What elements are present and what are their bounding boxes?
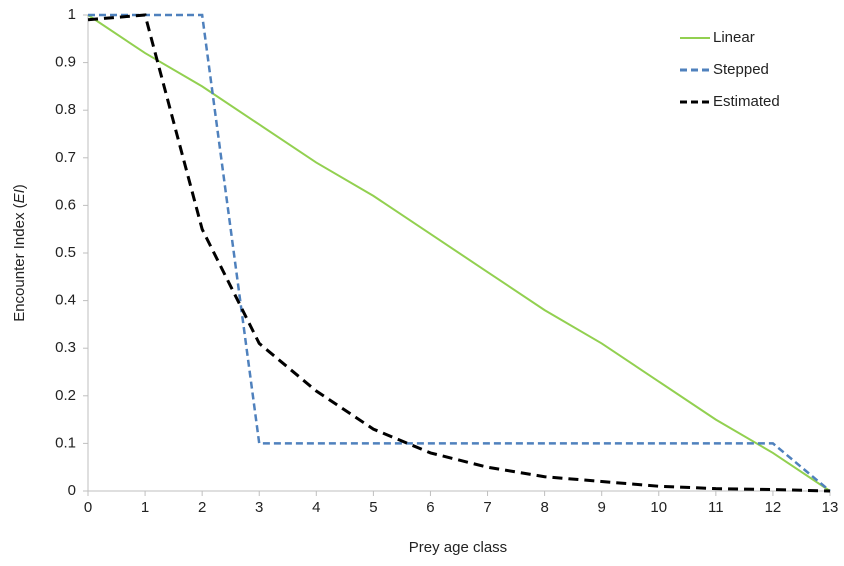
x-tick-label: 10 — [650, 499, 667, 516]
x-tick-label: 1 — [141, 499, 149, 516]
y-axis-label-part: EI — [11, 189, 28, 203]
y-tick-label: 0.4 — [55, 292, 76, 309]
y-tick-label: 0.7 — [55, 149, 76, 166]
x-tick-label: 5 — [369, 499, 377, 516]
y-tick-label: 0.6 — [55, 196, 76, 213]
y-tick-label: 1 — [68, 6, 76, 23]
x-tick-label: 3 — [255, 499, 263, 516]
y-tick-label: 0 — [68, 482, 76, 499]
x-tick-label: 2 — [198, 499, 206, 516]
x-tick-label: 6 — [426, 499, 434, 516]
y-axis-label-part: ) — [11, 184, 28, 189]
x-tick-label: 12 — [765, 499, 782, 516]
y-axis-label-part: Encounter Index ( — [11, 203, 28, 321]
x-tick-label: 7 — [483, 499, 491, 516]
x-tick-label: 0 — [84, 499, 92, 516]
series-line — [87, 13, 831, 493]
y-axis-label: Encounter Index (EI) — [11, 184, 28, 322]
x-tick-label: 9 — [598, 499, 606, 516]
legend-label: Estimated — [713, 93, 780, 110]
x-tick-label: 11 — [708, 499, 724, 516]
series-line — [87, 14, 831, 492]
series-line — [88, 13, 831, 492]
y-tick-label: 0.2 — [55, 387, 76, 404]
legend-label: Stepped — [713, 61, 769, 78]
legend-label: Linear — [713, 29, 755, 46]
x-tick-label: 13 — [822, 499, 839, 516]
y-tick-label: 0.8 — [55, 101, 76, 118]
y-tick-label: 0.5 — [55, 244, 76, 261]
y-tick-label: 0.3 — [55, 339, 76, 356]
x-axis-label: Prey age class — [409, 539, 507, 556]
y-tick-label: 0.9 — [55, 54, 76, 71]
y-tick-label: 0.1 — [55, 434, 76, 451]
x-tick-label: 4 — [312, 499, 320, 516]
x-tick-label: 8 — [540, 499, 548, 516]
